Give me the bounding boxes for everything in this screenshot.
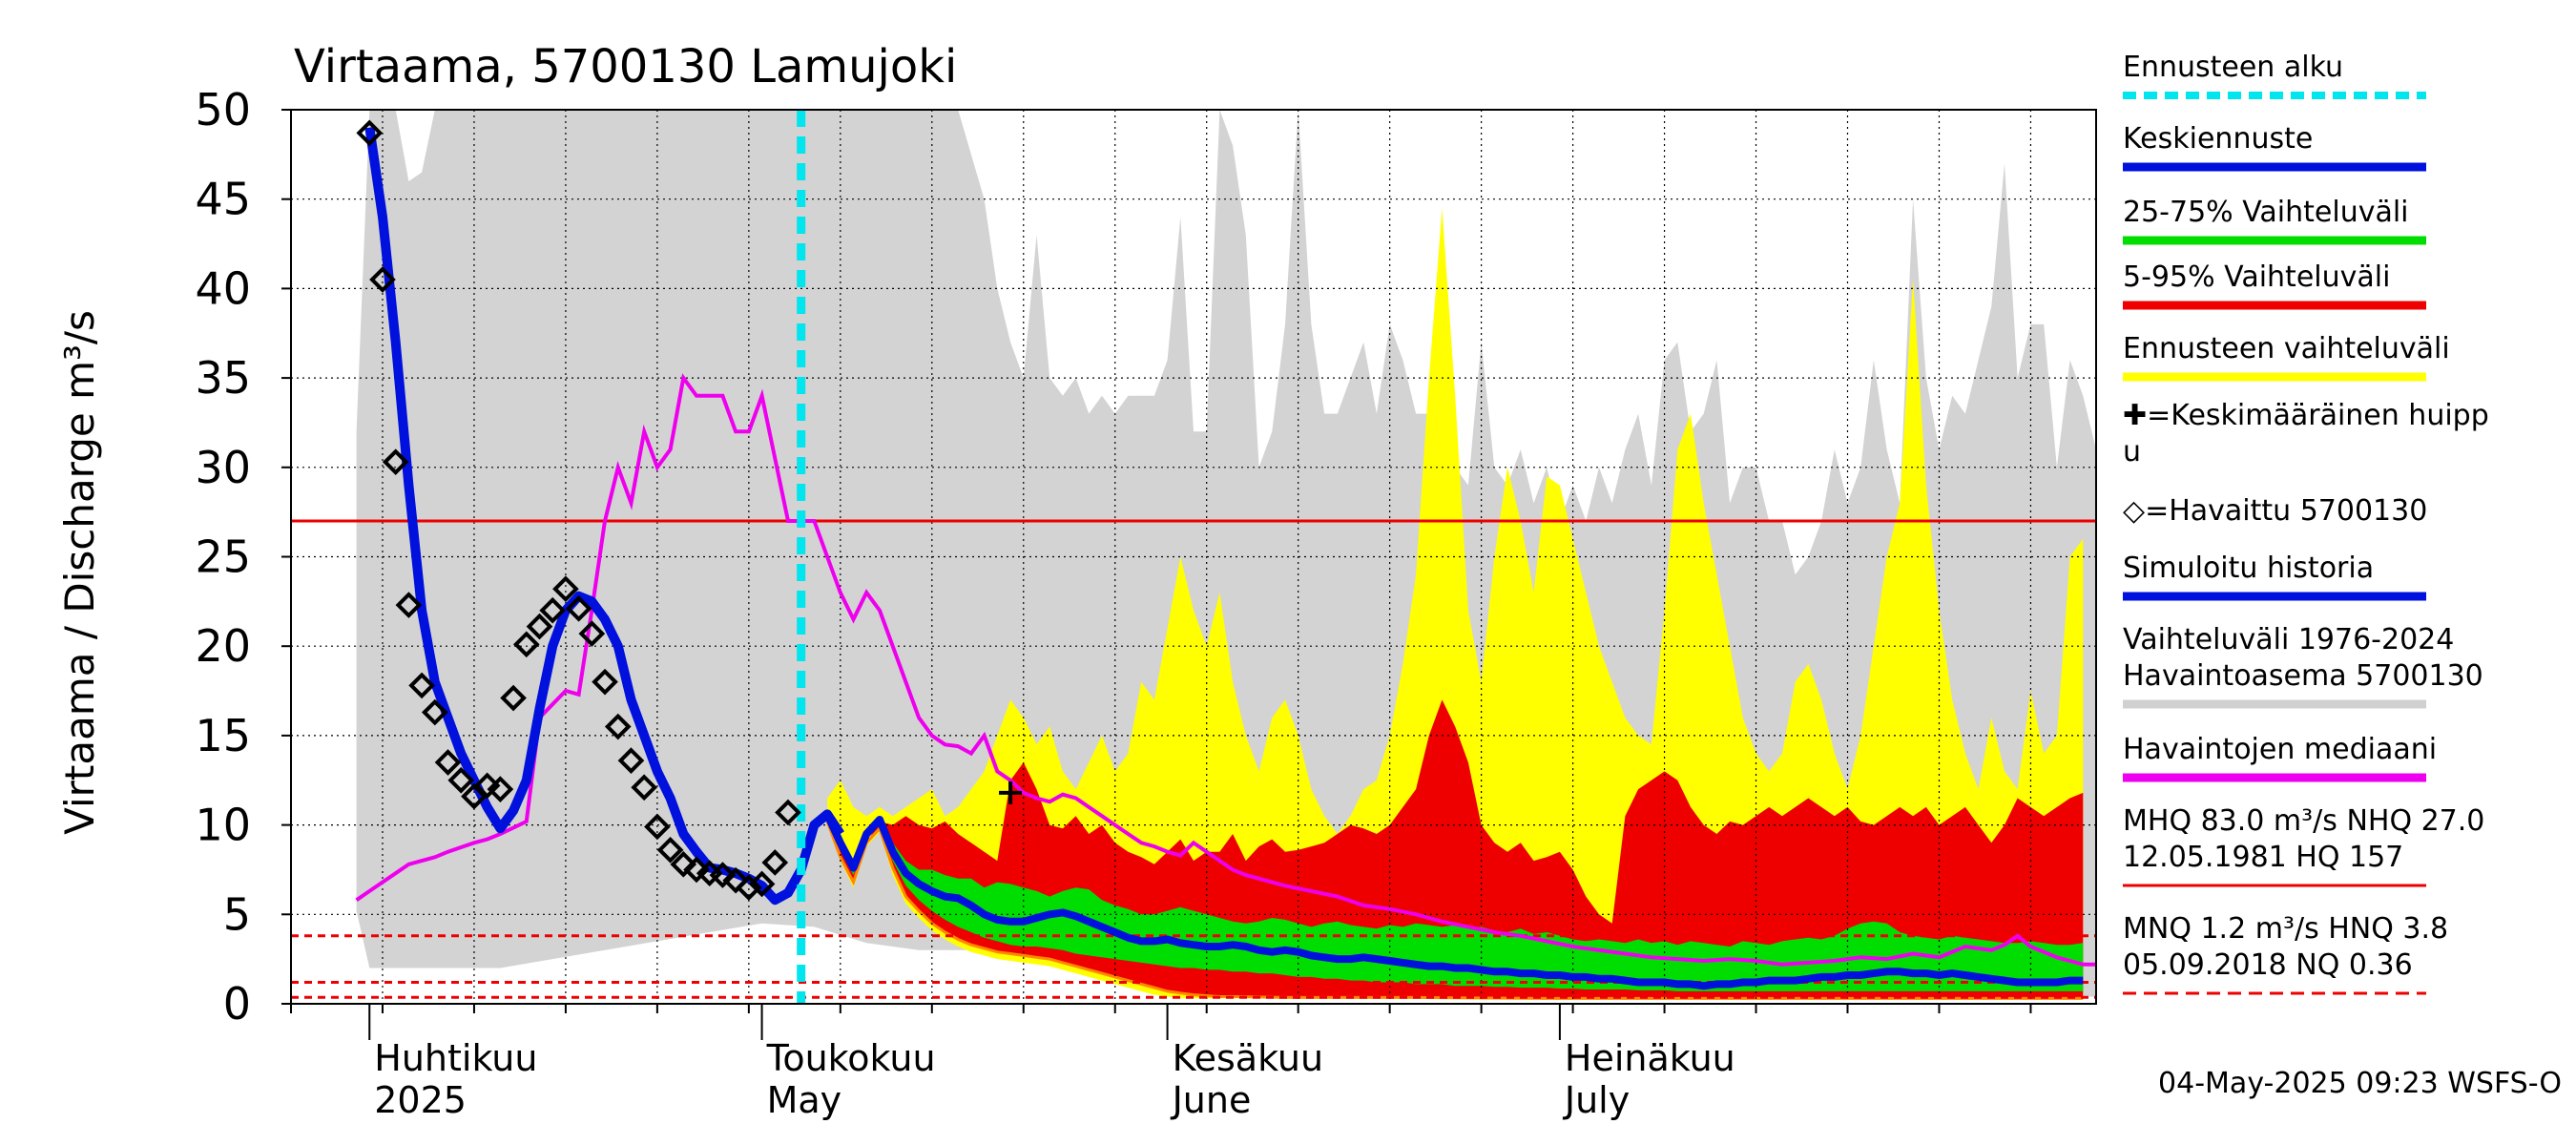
y-tick-label: 40 (195, 262, 251, 314)
month-label: Toukokuu (766, 1037, 936, 1079)
observed-point (578, 620, 606, 647)
mean-forecast-line (823, 812, 2084, 990)
25-75-percent-band (827, 810, 2084, 991)
observed-point (736, 874, 762, 902)
observed-point (761, 849, 789, 876)
legend-label: 5-95% Vaihteluväli (2123, 260, 2390, 294)
observed-point (356, 119, 384, 147)
y-tick-label: 50 (195, 84, 251, 135)
mean-peak-cross (999, 781, 1023, 804)
month-label: Heinäkuu (1565, 1037, 1735, 1079)
y-tick-label: 15 (195, 710, 251, 761)
legend-label-line2: Havaintoasema 5700130 (2123, 659, 2483, 693)
y-tick-label: 30 (195, 442, 251, 493)
legend: Ennusteen alku Keskiennuste 25-75% Vaihtel… (2123, 51, 2489, 995)
observed-point (709, 862, 737, 888)
month-sublabel: June (1171, 1079, 1252, 1121)
month-label: Huhtikuu (374, 1037, 537, 1079)
observed-point (395, 592, 423, 618)
observed-point (604, 713, 632, 740)
observed-point (631, 774, 658, 802)
legend-label: Ennusteen alku (2123, 51, 2343, 84)
y-axis-ticks: 0 5 10 15 20 25 30 35 40 45 50 (195, 84, 291, 1030)
legend-label: Keskiennuste (2123, 122, 2313, 156)
month-sublabel: May (767, 1079, 842, 1121)
y-tick-label: 0 (223, 978, 251, 1030)
legend-label-line2: 12.05.1981 HQ 157 (2123, 841, 2403, 874)
observed-point (775, 799, 801, 826)
legend-label: ◇=Havaittu 5700130 (2123, 494, 2427, 528)
observed-point (421, 698, 448, 726)
observed-point (748, 870, 776, 898)
observed-point (461, 782, 488, 810)
observed-point (408, 672, 435, 699)
plot-frame (290, 109, 2097, 1005)
legend-label: Havaintojen mediaani (2123, 733, 2437, 766)
observed-point (382, 448, 409, 476)
observed-point (526, 613, 553, 640)
y-tick-label: 20 (195, 620, 251, 672)
y-tick-label: 35 (195, 352, 251, 404)
legend-label: Vaihteluväli 1976-2024 (2123, 623, 2454, 656)
observed-point (670, 850, 697, 878)
y-tick-label: 5 (223, 888, 251, 940)
footer-timestamp: 04-May-2025 09:23 WSFS-O (2158, 1067, 2562, 1100)
month-sublabel: July (1563, 1079, 1630, 1121)
mean-peak-marker (999, 781, 1023, 804)
month-sublabel: 2025 (374, 1079, 467, 1121)
observed-point (539, 596, 567, 624)
observed-point (447, 766, 475, 794)
observed-markers (356, 119, 801, 902)
observed-median-line (355, 373, 2096, 967)
simulated-history-line (364, 126, 844, 906)
legend-label: MNQ 1.2 m³/s HNQ 3.8 (2123, 912, 2448, 946)
observed-point (487, 776, 514, 802)
chart-title: Virtaama, 5700130 Lamujoki (294, 40, 957, 94)
y-tick-label: 25 (195, 531, 251, 583)
observed-point (434, 749, 462, 776)
legend-label: MHQ 83.0 m³/s NHQ 27.0 (2123, 804, 2484, 838)
observed-point (552, 575, 579, 603)
month-label: Kesäkuu (1173, 1037, 1324, 1079)
legend-label: 25-75% Vaihteluväli (2123, 196, 2409, 229)
x-axis-ticks (290, 1004, 2032, 1040)
legend-label-line2: 05.09.2018 NQ 0.36 (2123, 948, 2413, 982)
legend-label: Ennusteen vaihteluväli (2123, 332, 2450, 365)
observed-point (369, 266, 396, 293)
y-tick-label: 10 (195, 800, 251, 851)
y-axis-label: Virtaama / Discharge m³/s (56, 310, 103, 835)
grid-lines (291, 110, 2096, 1004)
observed-point (565, 595, 592, 622)
legend-label: Simuloitu historia (2123, 552, 2374, 585)
observed-point (722, 866, 749, 894)
observed-point (500, 684, 527, 712)
observed-point (644, 813, 671, 841)
observed-point (656, 837, 684, 864)
legend-label-line2: u (2123, 435, 2141, 468)
forecast-range-band (827, 208, 2084, 999)
y-tick-label: 45 (195, 174, 251, 225)
observed-point (617, 747, 645, 774)
observed-point (512, 631, 540, 658)
legend-label: ✚=Keskimääräinen huipp (2123, 399, 2489, 432)
observed-point (592, 668, 618, 696)
